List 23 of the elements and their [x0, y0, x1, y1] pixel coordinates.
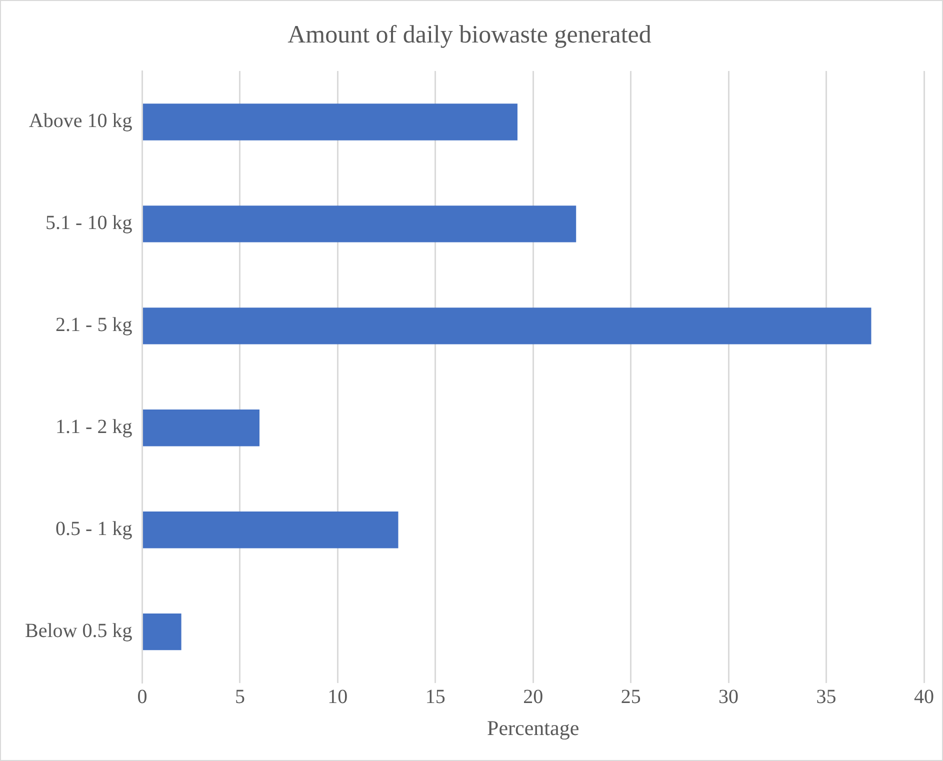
x-tick-label: 15	[425, 686, 446, 708]
x-tick-label: 30	[718, 686, 739, 708]
bar	[142, 511, 398, 548]
bar	[142, 308, 872, 344]
y-tick-label: 2.1 - 5 kg	[56, 314, 132, 336]
x-tick-label: 5	[234, 686, 245, 708]
y-tick-label: 0.5 - 1 kg	[56, 518, 132, 540]
y-tick-label: Below 0.5 kg	[25, 620, 132, 642]
y-tick-label: Above 10 kg	[28, 110, 132, 132]
y-tick-label: 1.1 - 2 kg	[56, 416, 132, 438]
x-axis-title: Percentage	[487, 716, 580, 740]
bar	[142, 410, 260, 446]
y-tick-label: 5.1 - 10 kg	[46, 212, 132, 234]
x-tick-label: 0	[137, 686, 148, 708]
x-tick-label: 20	[523, 686, 544, 708]
x-tick-label: 35	[816, 686, 836, 708]
bar	[142, 206, 576, 242]
x-tick-label: 40	[914, 686, 934, 708]
chart-title: Amount of daily biowaste generated	[288, 22, 652, 49]
bar	[142, 613, 182, 650]
x-tick-label: 25	[620, 686, 641, 708]
bar	[142, 104, 518, 140]
x-tick-label: 10	[328, 686, 348, 708]
